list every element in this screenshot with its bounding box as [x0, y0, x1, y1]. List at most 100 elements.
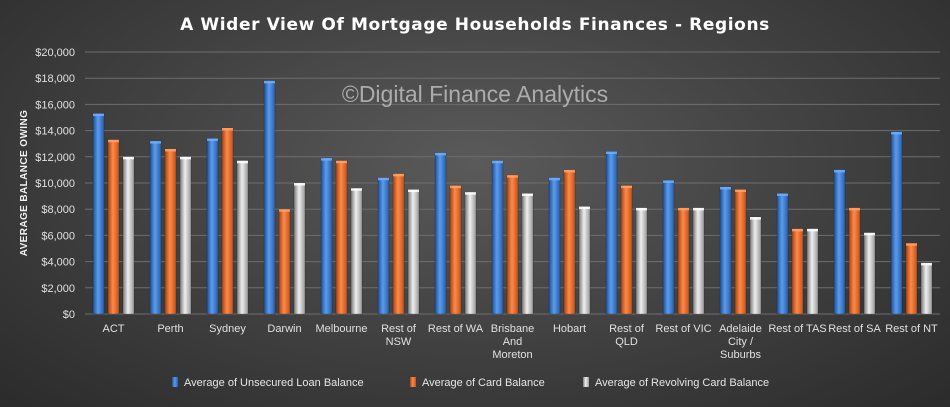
- y-tick-label: $0: [63, 309, 75, 321]
- bar-top: [621, 185, 632, 189]
- bar: [563, 169, 576, 315]
- bar-top: [237, 160, 248, 164]
- bar: [719, 186, 732, 315]
- bar-top: [606, 151, 617, 155]
- bar: [635, 207, 648, 315]
- bar-top: [408, 189, 419, 193]
- bar: [263, 80, 276, 315]
- x-category-label: Rest of SA: [828, 323, 881, 335]
- bar: [863, 232, 876, 315]
- bar-top: [693, 207, 704, 211]
- x-category-label: Sydney: [209, 323, 246, 335]
- y-tick-label: $20,000: [35, 47, 75, 59]
- bar: [749, 216, 762, 315]
- bar-top: [549, 177, 560, 181]
- bar-top: [636, 207, 647, 211]
- bar-top: [165, 148, 176, 152]
- x-category-label: Rest of WA: [428, 323, 484, 335]
- bar: [905, 243, 918, 315]
- y-tick-label: $18,000: [35, 73, 75, 85]
- bar: [776, 193, 789, 315]
- legend-entry-label: Average of Revolving Card Balance: [595, 377, 769, 389]
- legend-swatch: [172, 377, 178, 387]
- x-category-label: Rest of QLD: [609, 323, 645, 348]
- bar-top: [336, 160, 347, 164]
- legend-swatch: [583, 377, 589, 387]
- bar: [491, 160, 504, 315]
- bar: [578, 206, 591, 315]
- bar: [920, 262, 933, 315]
- bar-top: [450, 185, 461, 189]
- legend-swatch: [410, 377, 416, 387]
- bar-top: [351, 188, 362, 191]
- bar-top: [180, 156, 191, 160]
- bar: [548, 177, 561, 315]
- bar: [605, 151, 618, 315]
- bar: [377, 177, 390, 315]
- bar-top: [222, 127, 233, 131]
- bar-top: [906, 243, 917, 246]
- legend-entry-label: Average of Card Balance: [422, 377, 545, 389]
- bars: [92, 80, 933, 315]
- y-tick-label: $8,000: [41, 204, 75, 216]
- x-category-label: Perth: [157, 323, 183, 335]
- x-category-label: Hobart: [553, 323, 586, 335]
- x-axis-category-labels: ACT Perth Sydney Darwin Melbourne Rest of NSW R…: [103, 323, 939, 361]
- bar: [692, 207, 705, 315]
- y-tick-label: $10,000: [35, 178, 75, 190]
- bar: [734, 189, 747, 315]
- bar: [449, 185, 462, 315]
- bar: [677, 207, 690, 315]
- bar-top: [807, 228, 818, 232]
- y-axis-label: AVERAGE BALANCE OWING: [19, 110, 30, 257]
- x-category-label: Melbourne: [316, 323, 368, 335]
- bar-top: [150, 141, 161, 144]
- bar: [350, 187, 363, 315]
- bar-top: [393, 173, 404, 177]
- bar: [890, 131, 903, 315]
- bar: [320, 157, 333, 315]
- bar: [221, 127, 234, 315]
- bar-top: [678, 207, 689, 211]
- bar: [92, 113, 105, 315]
- bar-top: [864, 232, 875, 236]
- x-category-label: Adelaide City / Suburbs: [719, 323, 762, 361]
- bar: [506, 174, 519, 315]
- chart-title: A Wider View Of Mortgage Households Fina…: [180, 15, 770, 35]
- bar: [521, 193, 534, 315]
- bar-top: [492, 160, 503, 164]
- bar: [335, 160, 348, 315]
- y-tick-label: $2,000: [41, 283, 75, 295]
- bar-top: [750, 217, 761, 220]
- bar-top: [522, 193, 533, 196]
- y-tick-label: $12,000: [35, 152, 75, 164]
- bar-top: [891, 131, 902, 135]
- bar-top: [735, 189, 746, 193]
- bar: [806, 228, 819, 315]
- bar: [149, 140, 162, 315]
- x-category-label: Brisbane And Moreton: [491, 323, 534, 361]
- bar-top: [207, 138, 218, 141]
- bar: [164, 148, 177, 315]
- bar: [833, 169, 846, 315]
- bar-top: [720, 186, 731, 190]
- bar: [407, 189, 420, 315]
- bar: [278, 208, 291, 315]
- bar-top: [663, 180, 674, 183]
- bar-top: [264, 80, 275, 84]
- bar: [392, 173, 405, 315]
- bar-top: [507, 175, 518, 178]
- x-category-label: Rest of VIC: [655, 323, 711, 335]
- y-tick-label: $16,000: [35, 99, 75, 111]
- y-axis-ticks: $0 $2,000 $4,000 $6,000 $8,000 $10,000 $12,000…: [35, 47, 75, 321]
- y-tick-label: $4,000: [41, 257, 75, 269]
- watermark: ©Digital Finance Analytics: [342, 81, 608, 107]
- bar-top: [108, 139, 119, 143]
- bar-top: [465, 192, 476, 195]
- bar: [662, 180, 675, 315]
- bar-top: [294, 183, 305, 186]
- y-tick-label: $6,000: [41, 230, 75, 242]
- x-category-label: ACT: [103, 323, 125, 335]
